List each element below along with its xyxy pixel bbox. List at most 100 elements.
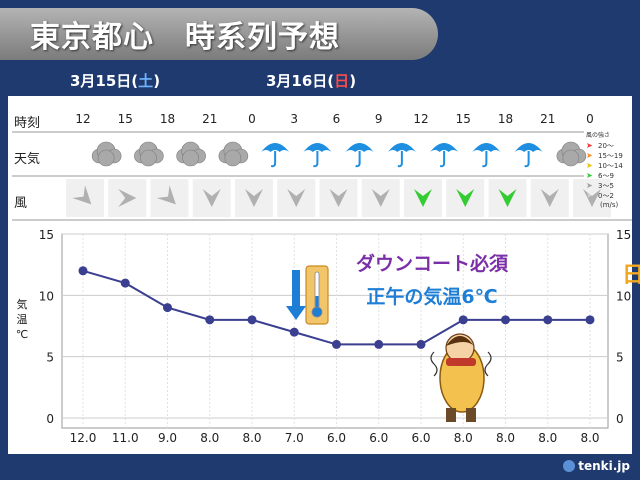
- date-label-day2: 3月16日(日): [266, 70, 356, 91]
- value-label: 11.0: [112, 431, 139, 445]
- hour-label: 18: [159, 112, 176, 126]
- wind-arrow-icon: [287, 189, 306, 207]
- thermometer-bulb-icon: [311, 306, 323, 318]
- umbrella-handle: [439, 151, 446, 168]
- umbrella-handle: [397, 151, 403, 168]
- hour-label: 12: [413, 112, 429, 126]
- umbrella-canopy: [472, 143, 501, 152]
- tenki-logo[interactable]: tenki.jp: [563, 459, 630, 473]
- umbrella-icon: [387, 143, 416, 168]
- y-tick-label-left: 15: [39, 228, 54, 242]
- wind-arrow-icon: [583, 189, 601, 207]
- umbrella-handle: [355, 151, 361, 168]
- value-label: 6.0: [369, 431, 388, 445]
- hour-label: 21: [202, 112, 218, 126]
- data-point: [416, 339, 426, 349]
- down-arrow-shaft-icon: [292, 270, 300, 308]
- annotation-line1: ダウンコート必須: [356, 252, 509, 275]
- cloud-puff: [97, 149, 115, 167]
- weather-row-label: 天気: [14, 152, 41, 167]
- hour-label: 12: [75, 112, 91, 126]
- wind-arrow-icon: [329, 189, 348, 207]
- umbrella-canopy: [303, 143, 332, 152]
- umbrella-icon: [514, 143, 543, 168]
- cloud-puff: [224, 149, 242, 167]
- person-scarf-icon: [446, 358, 476, 366]
- wind-legend-arrow-icon: ➤: [586, 161, 593, 170]
- value-label: 7.0: [285, 431, 304, 445]
- wind-arrow-icon: [414, 189, 432, 207]
- wind-arrow-icon: [118, 189, 137, 207]
- wind-legend-unit: (m/s): [600, 201, 619, 209]
- cloud-icon: [134, 141, 164, 167]
- y-tick-label-left: 10: [39, 289, 54, 303]
- wind-legend-item: ➤ 20～: [586, 141, 636, 151]
- umbrella-canopy: [514, 143, 543, 152]
- date-label-day1: 3月15日(土): [70, 70, 160, 91]
- side-character: 日: [622, 263, 640, 288]
- cloud-puff: [562, 149, 580, 167]
- time-row-label: 時刻: [14, 116, 41, 131]
- data-point: [458, 315, 468, 325]
- cloud-icon: [176, 141, 206, 167]
- down-arrow-head-icon: [286, 306, 306, 320]
- data-point: [120, 278, 130, 288]
- hour-label: 21: [540, 112, 556, 126]
- person-leg-right-icon: [466, 408, 476, 422]
- date-text: 3月15日(: [70, 72, 139, 90]
- wind-legend-arrow-icon: ➤: [586, 191, 593, 200]
- hour-label: 3: [290, 112, 299, 126]
- cloud-puff: [182, 149, 199, 167]
- wind-legend-item: ➤ 0～2: [586, 191, 636, 201]
- wind-arrow-icon: [498, 189, 517, 207]
- wind-legend-label: 0～2: [598, 192, 614, 200]
- umbrella-canopy: [261, 143, 290, 152]
- cloud-icon: [556, 141, 587, 167]
- wind-legend-arrow-icon: ➤: [586, 181, 593, 190]
- umbrella-handle: [482, 151, 488, 168]
- wind-legend-label: 20～: [598, 142, 614, 150]
- hour-label: 18: [497, 112, 514, 126]
- wind-legend-item: ➤ 6～9: [586, 171, 636, 181]
- data-point: [374, 339, 384, 349]
- data-point: [163, 303, 172, 313]
- umbrella-handle: [270, 151, 277, 168]
- value-label: 8.0: [496, 431, 515, 445]
- logo-text: tenki.jp: [578, 459, 630, 473]
- value-label: 6.0: [411, 431, 430, 445]
- umbrella-handle: [313, 151, 319, 168]
- shiver-mark-icon: [484, 351, 492, 377]
- wind-legend-label: 15～19: [598, 152, 623, 160]
- wind-arrow-icon: [72, 185, 92, 205]
- umbrella-icon: [345, 143, 374, 168]
- y-tick-label-right: 15: [616, 228, 631, 242]
- wind-legend-item: ➤ 3～5: [586, 181, 636, 191]
- umbrella-icon: [430, 143, 459, 168]
- wind-arrow-icon: [156, 185, 176, 205]
- date-row: 3月15日(土) 3月16日(日): [0, 66, 640, 94]
- umbrella-canopy: [345, 143, 374, 152]
- data-point: [332, 339, 341, 349]
- wind-legend-arrow-icon: ➤: [586, 171, 593, 180]
- value-label: 8.0: [454, 431, 473, 445]
- page-title: 東京都心 時系列予想: [30, 20, 340, 55]
- date-paren: ): [349, 72, 357, 90]
- value-label: 6.0: [327, 431, 346, 445]
- cloud-puff: [140, 149, 157, 167]
- value-label: 8.0: [242, 431, 261, 445]
- wind-legend-item: ➤ 15～19: [586, 151, 636, 161]
- umbrella-canopy: [430, 143, 459, 152]
- wind-arrow-icon: [456, 189, 475, 207]
- wind-legend-arrow-icon: ➤: [586, 151, 593, 160]
- hour-label: 0: [248, 112, 256, 126]
- footer-bar: [0, 456, 640, 480]
- hour-label: 6: [332, 112, 341, 126]
- weekday-text: 日: [334, 72, 350, 90]
- value-label: 8.0: [200, 431, 219, 445]
- wind-legend-label: 3～5: [598, 182, 614, 190]
- hour-label: 9: [374, 112, 383, 126]
- data-point: [205, 315, 215, 325]
- annotation-line2: 正午の気温6℃: [366, 285, 497, 308]
- thermometer-mercury-icon: [315, 296, 319, 308]
- value-label: 12.0: [70, 431, 97, 445]
